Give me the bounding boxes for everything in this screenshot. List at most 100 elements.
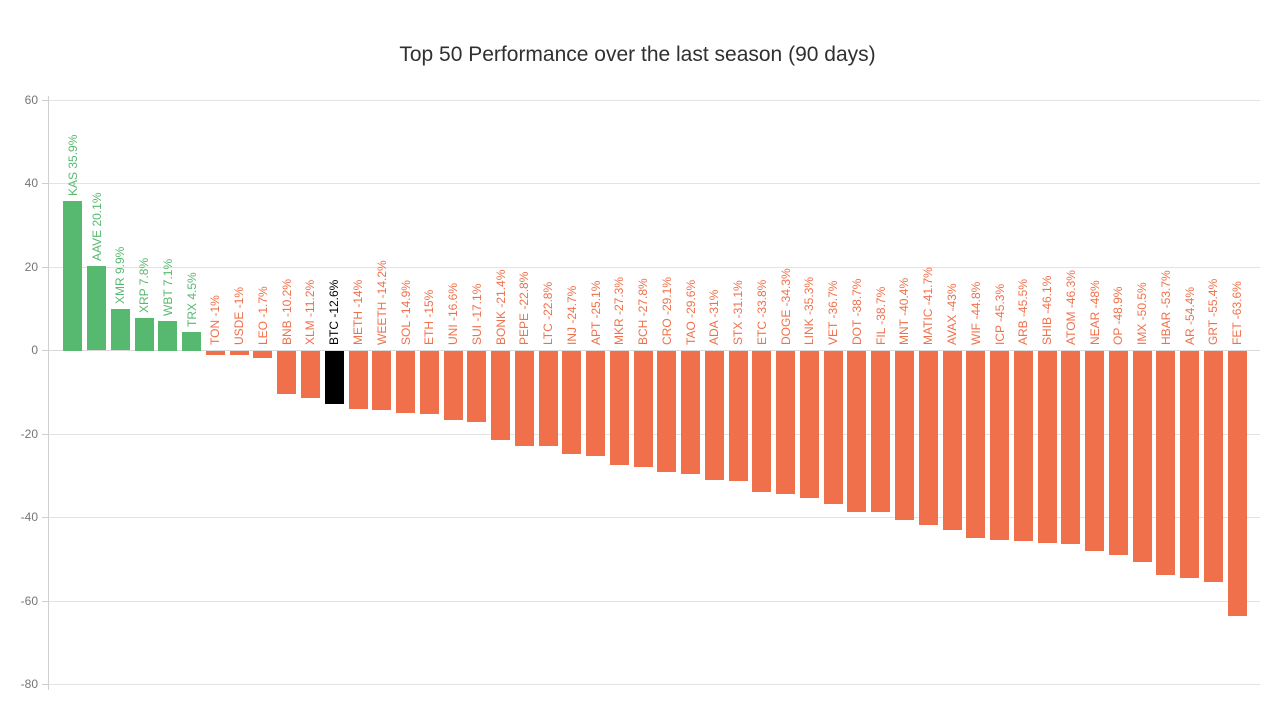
bar-label-link: LINK -35.3% [802, 276, 816, 345]
bar-label-pepe: PEPE -22.8% [517, 271, 531, 345]
bar-label-doge: DOGE -34.3% [779, 268, 793, 345]
bar-label-wif: WIF -44.8% [969, 281, 983, 345]
bar-avax[interactable] [943, 351, 962, 530]
bar-label-leo: LEO -1.7% [256, 286, 270, 345]
bar-icp[interactable] [990, 351, 1009, 540]
bar-shib[interactable] [1038, 351, 1057, 543]
bar-label-dot: DOT -38.7% [850, 278, 864, 345]
bar-hbar[interactable] [1156, 351, 1175, 575]
bar-label-fil: FIL -38.7% [874, 286, 888, 345]
bar-label-wbt: WBT 7.1% [161, 258, 175, 316]
bar-matic[interactable] [919, 351, 938, 525]
bar-cro[interactable] [657, 351, 676, 472]
y-axis-tick-label: -20 [20, 427, 38, 441]
bar-label-ltc: LTC -22.8% [541, 281, 555, 345]
bar-near[interactable] [1085, 351, 1104, 551]
bar-dot[interactable] [847, 351, 866, 512]
bar-bnb[interactable] [277, 351, 296, 394]
bar-label-trx: TRX 4.5% [185, 272, 199, 327]
bar-weeth[interactable] [372, 351, 391, 410]
y-axis-tick-label: -60 [20, 594, 38, 608]
gridline [48, 350, 1260, 351]
bar-arb[interactable] [1014, 351, 1033, 541]
bar-label-apt: APT -25.1% [589, 280, 603, 345]
bar-aave[interactable] [87, 266, 106, 350]
bar-sui[interactable] [467, 351, 486, 422]
bar-btc[interactable] [325, 351, 344, 404]
bar-label-fet: FET -63.6% [1230, 281, 1244, 345]
bar-fil[interactable] [871, 351, 890, 512]
bar-bch[interactable] [634, 351, 653, 467]
y-axis-line [48, 96, 49, 690]
gridline [48, 267, 1260, 268]
y-axis-tick [42, 684, 48, 685]
bar-sol[interactable] [396, 351, 415, 413]
bar-trx[interactable] [182, 332, 201, 351]
bar-tao[interactable] [681, 351, 700, 474]
y-axis-tick-label: 20 [24, 260, 38, 274]
bar-link[interactable] [800, 351, 819, 498]
bar-label-shib: SHIB -46.1% [1040, 275, 1054, 345]
bar-wif[interactable] [966, 351, 985, 538]
bar-label-kas: KAS 35.9% [66, 134, 80, 196]
bar-label-bonk: BONK -21.4% [494, 269, 508, 345]
y-axis-tick [42, 267, 48, 268]
bar-eth[interactable] [420, 351, 439, 414]
bar-xlm[interactable] [301, 351, 320, 398]
bar-ton[interactable] [206, 351, 225, 355]
bar-label-stx: STX -31.1% [731, 280, 745, 345]
gridline [48, 684, 1260, 685]
bar-label-icp: ICP -45.3% [993, 283, 1007, 345]
bar-xmr[interactable] [111, 309, 130, 350]
bar-label-eth: ETH -15% [422, 289, 436, 345]
y-axis-tick [42, 100, 48, 101]
bar-usde[interactable] [230, 351, 249, 355]
bar-label-xrp: XRP 7.8% [137, 257, 151, 313]
y-axis-tick [42, 350, 48, 351]
bar-pepe[interactable] [515, 351, 534, 446]
bar-xrp[interactable] [135, 318, 154, 351]
bar-meth[interactable] [349, 351, 368, 409]
gridline [48, 601, 1260, 602]
y-axis-tick-label: 40 [24, 176, 38, 190]
bar-ar[interactable] [1180, 351, 1199, 578]
bar-uni[interactable] [444, 351, 463, 420]
bar-label-ada: ADA -31% [707, 289, 721, 345]
bar-vet[interactable] [824, 351, 843, 504]
bar-label-xlm: XLM -11.2% [303, 279, 317, 345]
y-axis-tick [42, 601, 48, 602]
y-axis-tick-label: 0 [31, 343, 38, 357]
bar-kas[interactable] [63, 201, 82, 351]
bar-bonk[interactable] [491, 351, 510, 440]
bar-label-cro: CRO -29.1% [660, 276, 674, 345]
bar-mnt[interactable] [895, 351, 914, 520]
bar-imx[interactable] [1133, 351, 1152, 562]
bar-label-sol: SOL -14.9% [399, 280, 413, 345]
bar-leo[interactable] [253, 351, 272, 358]
bar-label-matic: MATIC -41.7% [921, 267, 935, 345]
bar-wbt[interactable] [158, 321, 177, 351]
bar-label-xmr: XMR 9.9% [113, 246, 127, 304]
bar-atom[interactable] [1061, 351, 1080, 544]
bar-mkr[interactable] [610, 351, 629, 465]
bar-label-uni: UNI -16.6% [446, 282, 460, 345]
bar-etc[interactable] [752, 351, 771, 492]
bar-ltc[interactable] [539, 351, 558, 446]
bar-inj[interactable] [562, 351, 581, 454]
bar-label-ton: TON -1% [208, 295, 222, 345]
bar-ada[interactable] [705, 351, 724, 480]
bar-label-bch: BCH -27.8% [636, 278, 650, 345]
bar-stx[interactable] [729, 351, 748, 481]
gridline [48, 434, 1260, 435]
bar-doge[interactable] [776, 351, 795, 494]
bar-label-usde: USDE -1% [232, 286, 246, 345]
bar-label-avax: AVAX -43% [945, 283, 959, 345]
bar-label-grt: GRT -55.4% [1206, 278, 1220, 345]
bar-grt[interactable] [1204, 351, 1223, 582]
y-axis-tick-label: -40 [20, 510, 38, 524]
bar-op[interactable] [1109, 351, 1128, 555]
bar-apt[interactable] [586, 351, 605, 456]
bar-label-hbar: HBAR -53.7% [1159, 270, 1173, 345]
bar-fet[interactable] [1228, 351, 1247, 616]
